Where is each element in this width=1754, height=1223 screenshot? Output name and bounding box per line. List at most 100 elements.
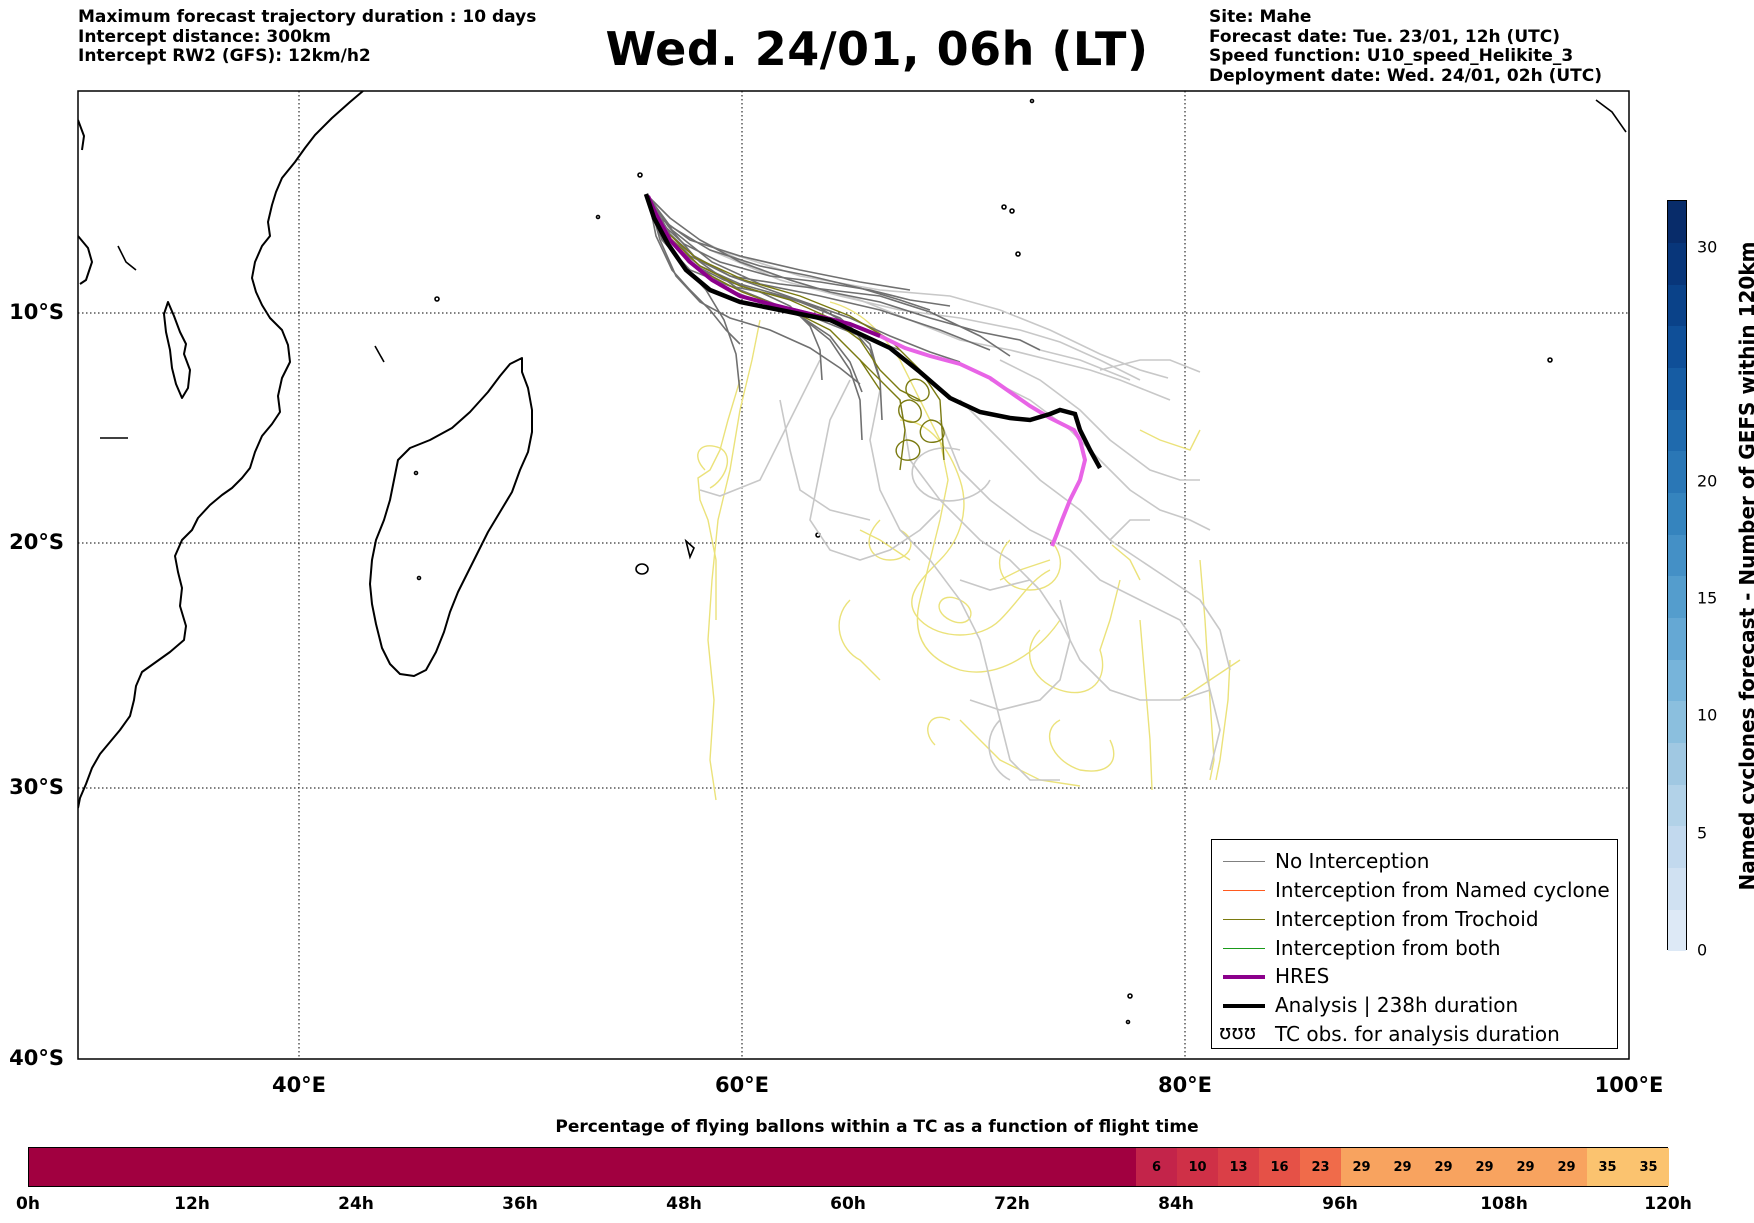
legend-item-named-cyclone: Interception from Named cyclone: [1212, 876, 1617, 905]
coastlines: [78, 91, 533, 809]
graticule: [78, 91, 1629, 1059]
tc-obs-icon: ʊʊʊ: [1219, 1020, 1257, 1044]
colorbar-segment: [1668, 826, 1686, 869]
legend-swatch: [1223, 1004, 1265, 1008]
lat-label-10s: 10°S: [9, 300, 64, 324]
lon-label-60e: 60°E: [714, 1073, 770, 1097]
colorbar-segment: [1668, 909, 1686, 952]
legend-item-hres: HRES: [1212, 962, 1617, 991]
time-label: 0h: [16, 1194, 40, 1214]
colorbar-label: Named cyclones forecast - Number of GEFS…: [1735, 241, 1754, 891]
percentage-cell: 16: [1259, 1148, 1300, 1186]
colorbar-segment: [1668, 867, 1686, 910]
colorbar-segment: [1668, 576, 1686, 619]
legend-swatch: [1223, 948, 1265, 949]
colorbar-tick: 10: [1697, 705, 1718, 725]
colorbar-segment: [1668, 201, 1686, 244]
legend: No Interception Interception from Named …: [1211, 839, 1618, 1049]
percentage-bar: 6 10 13 16 23 29 29 29 29 29 29 35 35: [28, 1147, 1669, 1187]
africa-coast: [78, 91, 364, 809]
colorbar-segment: [1668, 617, 1686, 660]
percentage-cell: 23: [1300, 1148, 1341, 1186]
percentage-cell: 13: [1218, 1148, 1259, 1186]
mozambique-channel-island: [163, 301, 191, 399]
header-speed-function: Speed function: U10_speed_Helikite_3: [1209, 46, 1574, 66]
lat-label-30s: 30°S: [9, 775, 64, 799]
time-label: 84h: [1158, 1194, 1194, 1214]
colorbar-tick: 30: [1697, 237, 1718, 257]
legend-label: Interception from Named cyclone: [1275, 878, 1610, 902]
percentage-cell: 6: [1136, 1148, 1177, 1186]
time-label: 24h: [338, 1194, 374, 1214]
lat-label-40s: 40°S: [9, 1046, 64, 1070]
legend-item-tc-obs: ʊʊʊ TC obs. for analysis duration: [1212, 1020, 1617, 1049]
header-duration: Maximum forecast trajectory duration : 1…: [78, 7, 537, 27]
time-label: 96h: [1322, 1194, 1358, 1214]
colorbar-segment: [1668, 242, 1686, 285]
colorbar-segment: [1668, 451, 1686, 494]
arabia-tip: [78, 119, 85, 151]
legend-label: No Interception: [1275, 849, 1430, 873]
map-title: Wed. 24/01, 06h (LT): [605, 22, 1149, 76]
header-forecast-date: Forecast date: Tue. 23/01, 12h (UTC): [1209, 26, 1560, 47]
legend-item-both: Interception from both: [1212, 934, 1617, 963]
percentage-cell: 29: [1423, 1148, 1464, 1186]
colorbar-tick: 15: [1697, 588, 1718, 608]
map-content: [78, 91, 1629, 1059]
analysis-track: [643, 193, 1102, 470]
legend-label: HRES: [1275, 964, 1330, 988]
percentage-cell: 10: [1177, 1148, 1218, 1186]
time-label: 12h: [174, 1194, 210, 1214]
colorbar-segment: [1668, 659, 1686, 702]
percentage-cell: 35: [1628, 1148, 1669, 1186]
time-label: 120h: [1644, 1194, 1692, 1214]
colorbar-segment: [1668, 701, 1686, 744]
somali-coast-west: [78, 235, 93, 285]
header-right: Site: Mahe Forecast date: Tue. 23/01, 12…: [1209, 7, 1603, 86]
legend-swatch: [1223, 890, 1265, 891]
colorbar-segment: [1668, 534, 1686, 577]
percentage-cell: 29: [1464, 1148, 1505, 1186]
madagascar-coast: [369, 357, 533, 677]
legend-label: TC obs. for analysis duration: [1275, 1022, 1560, 1046]
percentage-cell: 29: [1546, 1148, 1587, 1186]
ensemble-tracks-yellow: [697, 301, 1241, 801]
percentage-bar-title: Percentage of flying ballons within a TC…: [555, 1117, 1199, 1137]
lat-label-20s: 20°S: [9, 530, 64, 554]
legend-item-trochoid: Interception from Trochoid: [1212, 905, 1617, 934]
legend-label: Interception from both: [1275, 936, 1501, 960]
legend-label: Analysis | 238h duration: [1275, 993, 1519, 1017]
lon-label-100e: 100°E: [1594, 1073, 1664, 1097]
lon-label-80e: 80°E: [1157, 1073, 1213, 1097]
colorbar-segment: [1668, 409, 1686, 452]
legend-label: Interception from Trochoid: [1275, 907, 1539, 931]
time-label: 60h: [830, 1194, 866, 1214]
percentage-cell: 29: [1505, 1148, 1546, 1186]
colorbar-segment: [1668, 326, 1686, 369]
time-label: 48h: [666, 1194, 702, 1214]
header-left: Maximum forecast trajectory duration : 1…: [78, 7, 537, 67]
legend-item-analysis: Analysis | 238h duration: [1212, 991, 1617, 1020]
legend-swatch: [1223, 919, 1265, 920]
percentage-cell: 35: [1587, 1148, 1628, 1186]
time-label: 72h: [994, 1194, 1030, 1214]
colorbar-segment: [1668, 784, 1686, 827]
header-intercept-distance: Intercept distance: 300km: [78, 26, 331, 47]
colorbar: [1667, 200, 1687, 952]
header-intercept-rw2: Intercept RW2 (GFS): 12km/h2: [78, 46, 371, 66]
legend-swatch: [1223, 861, 1265, 862]
legend-swatch: [1223, 975, 1265, 979]
percentage-base-fill: [29, 1148, 1136, 1186]
colorbar-tick: 0: [1697, 940, 1708, 960]
header-site: Site: Mahe: [1209, 7, 1312, 27]
percentage-cell: 29: [1382, 1148, 1423, 1186]
percentage-cell: 29: [1341, 1148, 1382, 1186]
time-label: 36h: [502, 1194, 538, 1214]
header-deployment-date: Deployment date: Wed. 24/01, 02h (UTC): [1209, 65, 1603, 86]
map-frame: [77, 90, 1630, 1060]
colorbar-tick: 20: [1697, 471, 1718, 491]
lon-label-40e: 40°E: [271, 1073, 327, 1097]
colorbar-tick: 5: [1697, 823, 1708, 843]
colorbar-segment: [1668, 284, 1686, 327]
time-label: 108h: [1480, 1194, 1528, 1214]
